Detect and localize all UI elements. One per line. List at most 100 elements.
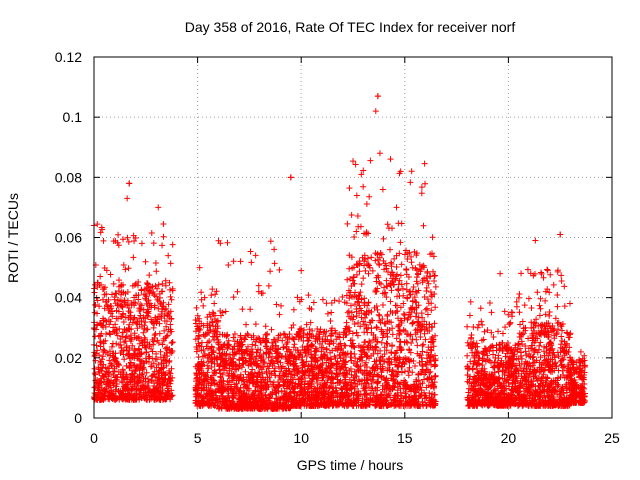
data-point [166,369,173,376]
data-point [134,373,141,380]
data-point [193,304,200,311]
data-point [107,310,114,317]
data-point [165,252,172,259]
data-point [228,358,235,365]
data-point [194,312,201,319]
data-point [150,240,157,247]
data-point [196,377,203,384]
data-point [162,277,169,284]
data-point [201,382,208,389]
data-point [167,396,174,403]
data-point [308,306,315,313]
data-point [193,348,200,355]
data-point [193,393,200,400]
data-point [143,349,150,356]
data-point [216,366,223,373]
data-point [280,369,287,376]
data-point [206,338,213,345]
data-point [163,318,170,325]
data-point [102,388,109,395]
data-point [200,302,207,309]
data-point [259,337,266,344]
data-point [126,304,133,311]
data-point [286,331,293,338]
data-point [282,390,289,397]
data-point [271,260,278,267]
data-point [138,240,145,247]
data-point [225,337,232,344]
data-point [210,395,217,402]
data-point [252,387,259,394]
data-point [110,328,117,335]
data-point [192,397,199,404]
data-point [213,288,220,295]
data-point [227,386,234,393]
data-point [274,358,281,365]
data-point [242,405,249,412]
data-point [123,385,130,392]
data-point [148,393,155,400]
data-point [204,369,211,376]
data-point [123,327,130,334]
data-point [207,374,214,381]
data-point [148,230,155,237]
data-point [142,295,149,302]
data-point [120,261,127,268]
data-point [200,353,207,360]
data-point [204,362,211,369]
data-point [239,360,246,367]
data-point [196,264,203,271]
data-point [112,321,119,328]
data-point [120,375,127,382]
data-point [237,258,244,265]
data-point [101,305,108,312]
data-point [166,313,173,320]
data-point [238,374,245,381]
data-point [107,271,114,278]
data-point [226,379,233,386]
data-point [266,395,273,402]
data-point [97,333,104,340]
data-point [164,385,171,392]
data-point [167,293,174,300]
data-point [106,321,113,328]
data-point [157,348,164,355]
data-point [327,318,334,325]
data-point [332,384,339,391]
data-point [230,394,237,401]
data-point [244,330,251,337]
data-point [157,396,164,403]
data-point [124,302,131,309]
data-point [206,322,213,329]
data-point [101,392,108,399]
data-point [252,252,259,259]
data-point [340,329,347,336]
data-point [128,387,135,394]
data-point [147,363,154,370]
data-point [109,350,116,357]
data-point [258,378,265,385]
data-point [112,386,119,393]
data-point [282,334,289,341]
data-point [238,364,245,371]
data-point [108,291,115,298]
data-point [211,381,218,388]
data-point [155,361,162,368]
data-point [225,342,232,349]
data-point [248,259,255,266]
data-point [278,302,285,309]
data-point [149,336,156,343]
data-point [334,379,341,386]
data-point [318,377,325,384]
data-point [258,401,265,408]
data-point [245,332,252,339]
data-point [120,319,127,326]
data-point [126,321,133,328]
data-point [114,315,121,322]
data-point [244,343,251,350]
data-point [267,268,274,275]
data-point [150,289,157,296]
data-point [241,394,248,401]
data-point [196,315,203,322]
data-point [103,291,110,298]
